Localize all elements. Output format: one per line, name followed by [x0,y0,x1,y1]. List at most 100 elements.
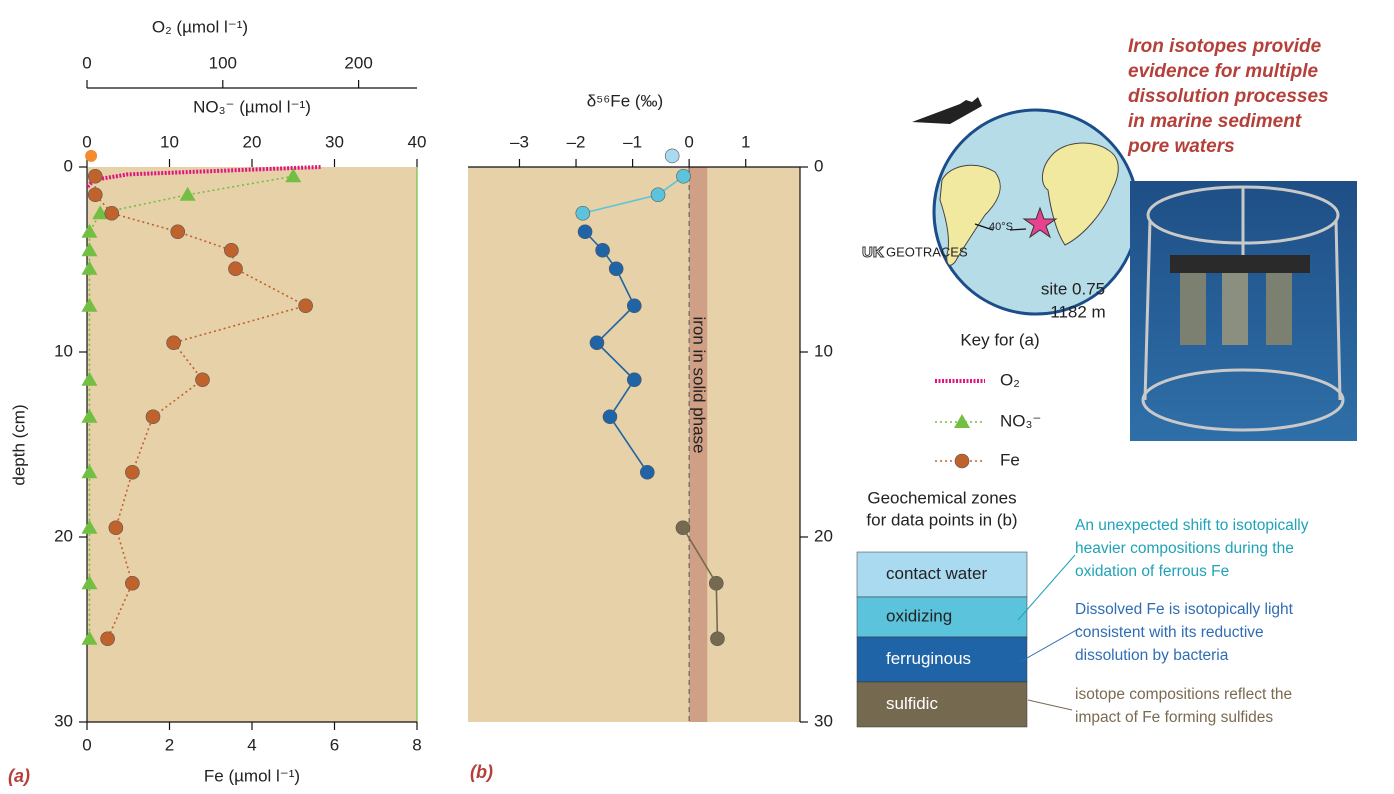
marker [709,576,723,590]
x3-axis-label: O₂ (µmol l⁻¹) [152,17,248,36]
y-tick-label: 20 [814,526,833,545]
panel-label: (a) [8,766,30,786]
x-tick-label: 200 [344,53,372,72]
programme-prefix: UK [862,244,884,261]
headline-line: in marine sediment [1128,111,1302,132]
headline: Iron isotopes provide evidence for multi… [1127,36,1329,157]
marker [105,206,119,220]
photo [1130,181,1357,441]
legend: O₂ NO₃⁻ Fe [935,370,1041,469]
marker [609,262,623,276]
marker [196,373,210,387]
headline-line: pore waters [1127,136,1235,157]
marker [627,299,641,313]
marker [676,169,690,183]
programme-label: GEOTRACES [886,244,968,259]
marker [676,521,690,535]
marker [88,188,102,202]
y-tick-label: 20 [54,526,73,545]
zone-label: sulfidic [886,694,938,713]
x2-axis-label: NO₃⁻ (µmol l⁻¹) [193,97,311,116]
marker [710,632,724,646]
marker [627,373,641,387]
annotation: An unexpected shift to isotopically [1075,517,1309,534]
marker [101,632,115,646]
headline-line: evidence for multiple [1128,61,1318,82]
x-tick-label: –2 [567,132,586,151]
x-tick-label: 100 [209,53,237,72]
x-tick-label: 30 [325,132,344,151]
figure: Iron isotopes provide evidence for multi… [0,0,1394,794]
x-tick-label: 2 [165,735,174,754]
marker [109,521,123,535]
marker [167,336,181,350]
annotation: oxidation of ferrous Fe [1075,563,1229,580]
photo-core [1266,270,1292,345]
x-tick-label: 10 [160,132,179,151]
site-label: site 0.75 [1041,279,1105,298]
y-tick-label: 0 [814,156,823,175]
y-tick-label: 30 [54,711,73,730]
y-tick-label: 10 [814,341,833,360]
x-tick-label: 8 [412,735,421,754]
marker [590,336,604,350]
marker [603,410,617,424]
headline-line: Iron isotopes provide [1128,36,1322,57]
ship [912,97,982,124]
photo-core [1222,265,1248,345]
legend-label: Fe [1000,450,1020,469]
legend-marker [955,454,969,468]
marker [299,299,313,313]
marker [88,169,102,183]
x-tick-label: 0 [82,735,91,754]
marker [665,149,679,163]
marker [651,188,665,202]
legend-label: O₂ [1000,370,1020,389]
marker [85,150,97,162]
zone-label: ferruginous [886,649,971,668]
marker [146,410,160,424]
annotation: Dissolved Fe is isotopically light [1075,601,1294,618]
zone-box [857,682,1027,727]
annotations: An unexpected shift to isotopicallyheavi… [1075,517,1309,726]
marker [125,465,139,479]
panel-label: (b) [470,762,493,782]
annotation: impact of Fe forming sulfides [1075,709,1273,726]
site-depth: 1182 m [1050,302,1105,321]
zone-label: oxidizing [886,606,952,625]
marker [229,262,243,276]
zones-title: Geochemical zones [867,488,1016,507]
marker [224,243,238,257]
marker [171,225,185,239]
y-tick-label: 10 [54,341,73,360]
marker [125,576,139,590]
headline-line: dissolution processes [1128,86,1329,107]
x-tick-label: 0 [82,53,91,72]
x-tick-label: 6 [330,735,339,754]
map: 40°S UK GEOTRACES site 0.75 1182 m [862,97,1138,321]
x-tick-label: 20 [243,132,262,151]
x-tick-label: 1 [741,132,750,151]
x-axis-label: Fe (µmol l⁻¹) [204,766,300,785]
plot-background [468,167,800,722]
key-title: Key for (a) [960,330,1039,349]
annotation: dissolution by bacteria [1075,647,1229,664]
y-axis-label: depth (cm) [9,404,28,485]
marker [578,225,592,239]
annotation-leader [1028,700,1072,710]
x-tick-label: 0 [684,132,693,151]
annotation-leader [1020,628,1080,662]
x-tick-label: 4 [247,735,256,754]
annotation: consistent with its reductive [1075,624,1264,641]
legend-label: NO₃⁻ [1000,411,1041,430]
y-tick-label: 30 [814,711,833,730]
legend-marker [954,414,970,428]
plot-background [87,167,417,722]
zone-label: contact water [886,564,987,583]
x-tick-label: 40 [408,132,427,151]
marker [596,243,610,257]
zones: contact water oxidizing ferruginous sulfidi… [857,552,1027,727]
latitude-label: 40°S [989,221,1013,233]
marker [640,465,654,479]
x-tick-label: –1 [623,132,642,151]
